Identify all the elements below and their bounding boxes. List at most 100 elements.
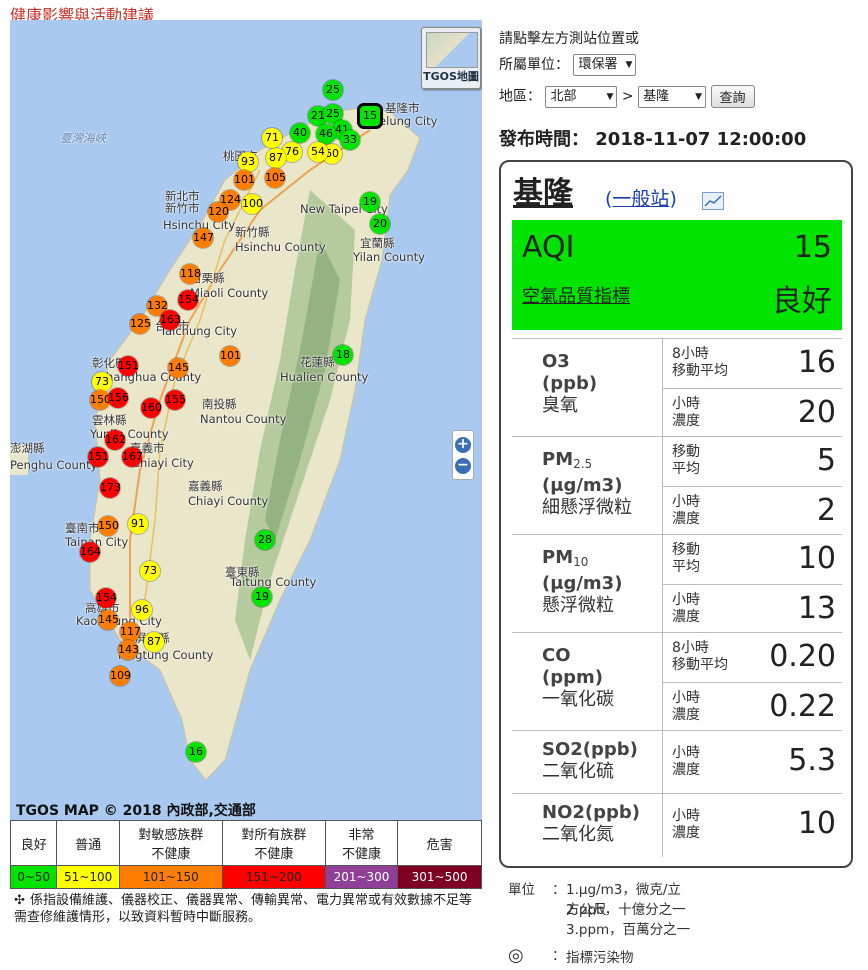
station-marker[interactable]: 101 — [220, 346, 241, 366]
station-name: 基隆 — [513, 176, 573, 211]
map-place-label: 臺東縣 — [225, 565, 260, 579]
tgos-map-button[interactable]: TGOS地圖 — [421, 27, 481, 89]
station-marker[interactable]: 19 — [252, 587, 272, 607]
map-place-label: Chiayi County — [188, 494, 269, 508]
measure-value: 16 — [797, 345, 836, 380]
station-marker[interactable]: 100 — [242, 194, 263, 214]
station-marker[interactable]: 160 — [141, 398, 162, 418]
pollutant-row: SO2(ppb) 二氧化硫 小時 濃度 5.3 — [512, 730, 842, 794]
station-select[interactable]: 基隆 — [638, 85, 707, 108]
station-marker[interactable]: 101 — [234, 170, 255, 190]
station-marker[interactable]: 150 — [98, 516, 119, 536]
query-button[interactable]: 查詢 — [710, 85, 755, 108]
station-marker[interactable]: 154 — [178, 290, 199, 310]
legend-level-range: 0~50 — [9, 865, 58, 889]
legend-level-range: 101~150 — [118, 865, 223, 889]
pollutant-row: NO2(ppb) 二氧化氮 小時 濃度 10 — [512, 793, 842, 857]
map-place-label: 臺南市 — [65, 521, 100, 535]
measure-label: 小時 濃度 — [672, 808, 700, 841]
station-marker[interactable]: 145 — [168, 358, 189, 378]
station-marker[interactable]: 150 — [90, 390, 111, 410]
station-marker[interactable]: 162 — [105, 430, 126, 450]
station-marker[interactable]: 25 — [323, 80, 343, 100]
map-place-label: Chiayi City — [132, 456, 194, 470]
key-pollutant-icon: ◎ — [508, 945, 524, 966]
station-marker[interactable]: 167 — [122, 447, 143, 467]
station-marker[interactable]: 18 — [333, 345, 353, 365]
station-marker[interactable]: 54 — [308, 142, 328, 162]
station-marker[interactable]: 73 — [140, 561, 160, 581]
station-marker[interactable]: 73 — [92, 372, 112, 392]
station-marker[interactable]: 164 — [80, 542, 101, 562]
maintenance-icon: ✣ — [14, 893, 25, 908]
map-place-label: 花蓮縣 — [300, 355, 335, 369]
station-marker[interactable]: 132 — [147, 296, 168, 316]
station-marker[interactable]: 155 — [165, 390, 186, 410]
measure-label: 小時 濃度 — [672, 690, 700, 723]
prompt-text: 請點擊左方測站位置或 — [499, 31, 639, 47]
station-marker[interactable]: 147 — [193, 228, 214, 248]
station-marker[interactable]: 40 — [290, 123, 310, 143]
region-select[interactable]: 北部 — [545, 85, 618, 108]
station-marker[interactable]: 120 — [208, 202, 229, 222]
agency-select[interactable]: 環保署 — [573, 54, 637, 76]
map-place-label: Hualien County — [280, 370, 369, 384]
station-marker[interactable]: 118 — [180, 264, 201, 284]
region-separator: > — [621, 88, 634, 105]
station-marker[interactable]: 151 — [88, 447, 109, 467]
station-marker[interactable]: 145 — [98, 610, 119, 630]
station-marker[interactable]: 33 — [340, 130, 360, 150]
station-marker[interactable]: 28 — [255, 530, 275, 550]
aqi-info-link[interactable]: 空氣品質指標 — [522, 286, 630, 307]
station-marker[interactable]: 163 — [160, 310, 181, 330]
station-marker[interactable]: 156 — [108, 388, 129, 408]
station-marker[interactable]: 105 — [265, 168, 286, 188]
station-marker[interactable]: 19 — [360, 192, 380, 212]
station-marker[interactable]: 125 — [130, 314, 151, 334]
map-thumbnail-icon — [426, 32, 478, 68]
station-marker[interactable]: 109 — [110, 666, 131, 686]
station-marker[interactable]: 143 — [118, 640, 139, 660]
station-marker[interactable]: 154 — [96, 588, 117, 608]
map-place-label: Nantou County — [200, 412, 287, 426]
measure-value: 20 — [797, 395, 836, 430]
zoom-in-icon[interactable]: + — [455, 437, 471, 453]
station-marker[interactable]: 20 — [370, 214, 390, 234]
measure-value: 13 — [797, 591, 836, 626]
legend-level-label: 對所有族群 不健康 — [221, 820, 326, 866]
station-type-link[interactable]: 一般站 — [612, 188, 670, 210]
station-marker[interactable]: 25 — [323, 104, 343, 124]
map-place-label: Yunlin County — [90, 427, 169, 441]
aqi-value: 15 — [793, 230, 832, 265]
station-marker[interactable]: 117 — [120, 622, 141, 642]
station-type: (一般站) — [605, 188, 677, 210]
map-place-label: 新竹市 — [165, 201, 200, 215]
station-marker[interactable]: 91 — [128, 514, 148, 534]
measure-value: 10 — [797, 806, 836, 841]
station-marker[interactable]: 87 — [144, 632, 164, 652]
station-marker[interactable]: 173 — [100, 478, 121, 498]
map-place-label: 宜蘭縣 — [360, 236, 395, 250]
measure-value: 10 — [797, 541, 836, 576]
zoom-out-icon[interactable]: − — [455, 458, 471, 474]
maintenance-note: ✣ 係指設備維護、儀器校正、儀器異常、傳輸異常、電力異常或有效數據不足等需查修維護… — [14, 893, 473, 925]
pollutant-name: SO2(ppb) 二氧化硫 — [542, 739, 638, 782]
station-marker[interactable]: 71 — [262, 128, 282, 148]
legend-level-range: 51~100 — [56, 865, 120, 889]
measure-value: 5 — [816, 443, 836, 478]
station-marker[interactable]: 16 — [186, 742, 206, 762]
measure-label: 移動 平均 — [672, 542, 700, 575]
station-marker[interactable]: 87 — [266, 148, 286, 168]
station-marker[interactable]: 96 — [132, 600, 152, 620]
measure-value: 0.20 — [769, 639, 836, 674]
legend-level-label: 良好 — [9, 820, 58, 866]
map-place-label: 嘉義縣 — [188, 479, 223, 493]
station-marker[interactable]: 93 — [238, 152, 258, 172]
station-marker[interactable]: 15 — [357, 103, 383, 129]
map-place-label: 新北市 — [165, 189, 200, 203]
station-marker[interactable]: 151 — [118, 356, 139, 376]
station-marker[interactable]: 46 — [316, 124, 336, 144]
station-marker[interactable]: 76 — [282, 142, 302, 162]
trend-chart-icon[interactable] — [702, 192, 724, 210]
